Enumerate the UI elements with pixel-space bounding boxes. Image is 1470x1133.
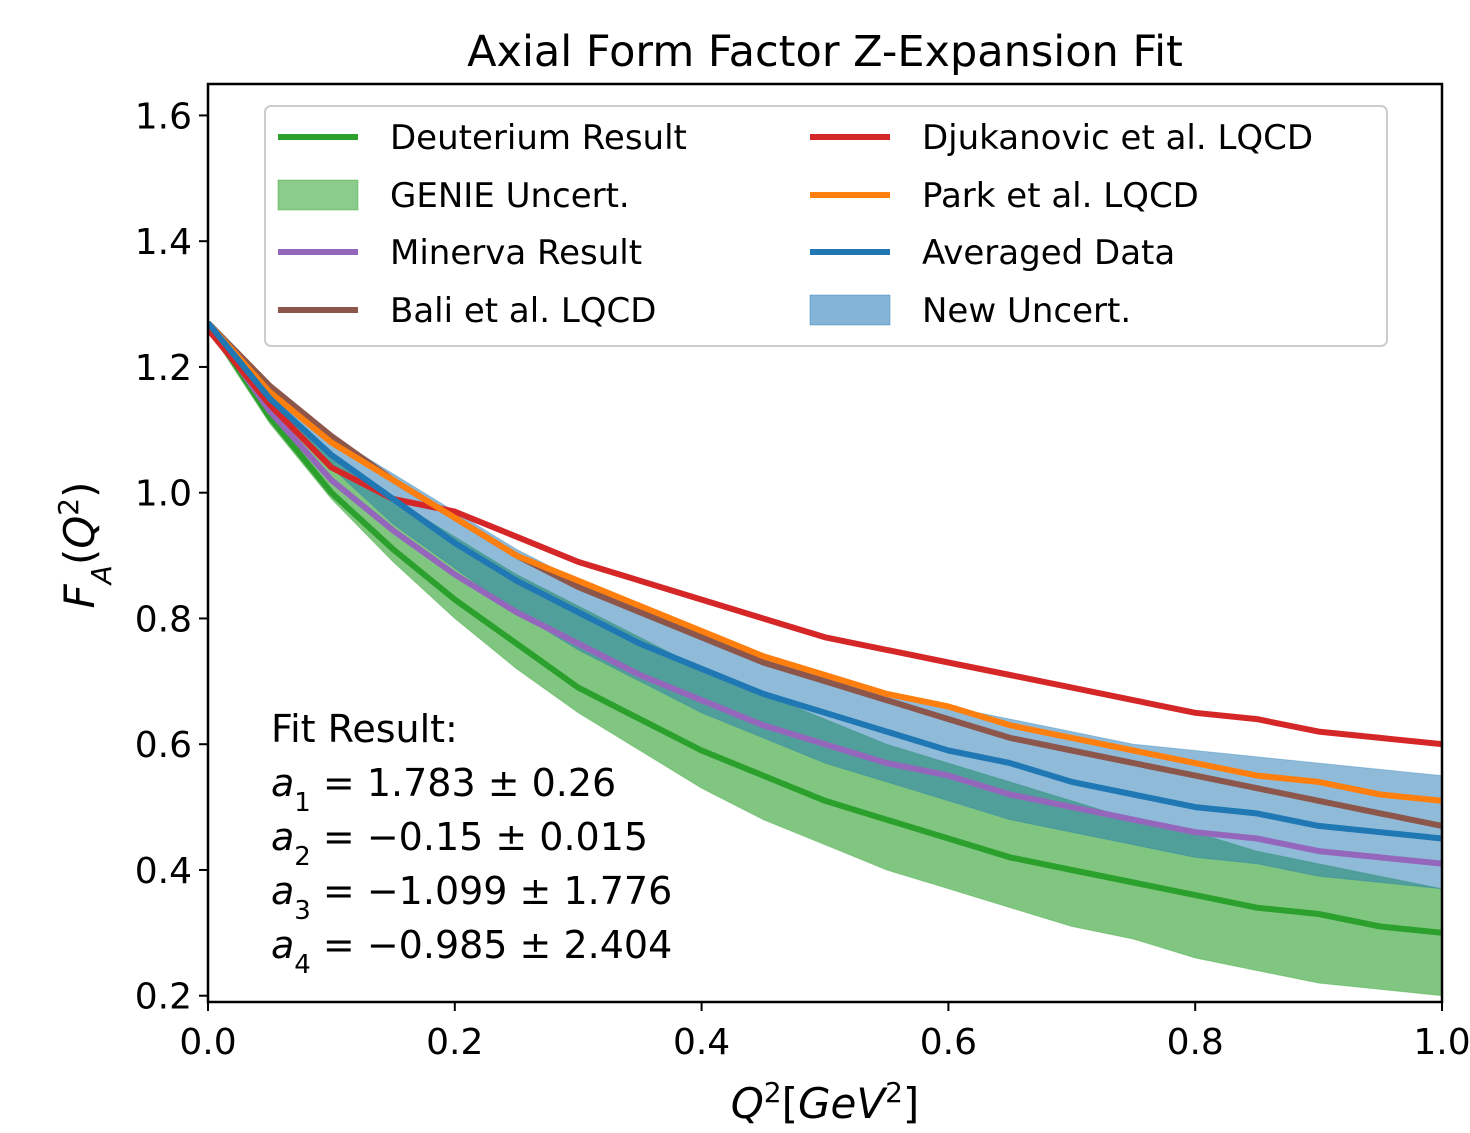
x-tick-label: 0.6	[920, 1022, 977, 1063]
y-axis-ticks: 0.2 0.4 0.6 0.8 1.0 1.2 1.4 1.6	[135, 96, 208, 1018]
fit-param-line: a3 = −1.099 ± 1.776	[271, 869, 672, 926]
legend-label: Averaged Data	[922, 233, 1175, 273]
x-label-sup: 2	[764, 1076, 782, 1109]
x-tick-label: 0.0	[179, 1022, 236, 1063]
fit-param-symbol: a	[271, 869, 294, 913]
fit-param-symbol: a	[271, 923, 294, 967]
y-tick-label: 1.6	[135, 96, 192, 137]
legend-swatch	[277, 179, 359, 211]
y-tick-label: 1.4	[135, 222, 192, 263]
y-axis-label: FA(Q2)	[52, 482, 118, 609]
series-line-5	[208, 321, 1442, 842]
legend-box	[264, 105, 1388, 347]
legend-label: Park et al. LQCD	[922, 176, 1199, 216]
legend-swatch	[809, 294, 891, 326]
x-tick-label: 1.0	[1413, 1022, 1470, 1063]
series-line-0	[208, 321, 1442, 936]
legend-label: Deuterium Result	[390, 118, 687, 158]
fit-param-line: a1 = 1.783 ± 0.26	[271, 761, 616, 818]
x-label-base: Q	[731, 1079, 764, 1128]
fit-param-value: = −0.15 ± 0.015	[311, 815, 648, 859]
y-label-close: )	[55, 482, 104, 498]
fit-param-value: = −1.099 ± 1.776	[311, 869, 672, 913]
x-axis-label: Q2[GeV2]	[731, 1076, 920, 1129]
legend-entries: Deuterium Result GENIE Uncert. Minerva Res…	[277, 118, 1313, 331]
fit-param-subscript: 3	[294, 896, 311, 926]
legend-label: Djukanovic et al. LQCD	[922, 118, 1313, 158]
y-tick-label: 0.4	[135, 851, 192, 892]
y-label-arg: Q	[55, 516, 104, 549]
x-tick-label: 0.8	[1167, 1022, 1224, 1063]
fit-param-value: = 1.783 ± 0.26	[311, 761, 616, 805]
legend-label: GENIE Uncert.	[390, 176, 630, 216]
series-line-4	[208, 320, 1442, 804]
y-tick-label: 0.2	[135, 977, 192, 1018]
fit-param-symbol: a	[271, 815, 294, 859]
fit-param-line: a2 = −0.15 ± 0.015	[271, 815, 648, 872]
legend: Deuterium Result GENIE Uncert. Minerva Res…	[264, 105, 1388, 347]
y-tick-label: 0.6	[135, 725, 192, 766]
y-tick-label: 1.2	[135, 348, 192, 389]
y-tick-label: 0.8	[135, 599, 192, 640]
legend-label: Minerva Result	[390, 233, 642, 273]
plot-frame	[206, 82, 1444, 1004]
fit-param-symbol: a	[271, 761, 294, 805]
x-label-unit: GeV	[798, 1079, 888, 1128]
chart-title: Axial Form Factor Z-Expansion Fit	[467, 27, 1183, 77]
y-label-sub: A	[85, 565, 118, 586]
series-line-1	[208, 321, 1442, 867]
x-tick-label: 0.2	[426, 1022, 483, 1063]
y-tick-label: 1.0	[135, 474, 192, 515]
fit-param-line: a4 = −0.985 ± 2.404	[271, 923, 672, 980]
x-label-unit-sup: 2	[885, 1076, 903, 1109]
fit-result-heading: Fit Result:	[271, 707, 458, 751]
x-tick-label: 0.4	[673, 1022, 730, 1063]
fit-param-subscript: 4	[294, 950, 311, 980]
legend-label: Bali et al. LQCD	[390, 291, 656, 331]
series-line-3	[208, 327, 1442, 748]
fit-param-value: = −0.985 ± 2.404	[311, 923, 672, 967]
legend-label: New Uncert.	[922, 291, 1131, 331]
fit-param-subscript: 1	[294, 788, 311, 818]
y-label-open: (	[55, 549, 104, 565]
x-axis-ticks: 0.0 0.2 0.4 0.6 0.8 1.0	[179, 1002, 1470, 1063]
series-lines	[208, 320, 1442, 936]
y-label-base: F	[55, 584, 104, 609]
y-label-sup: 2	[52, 498, 85, 516]
x-label-bracket-open: [	[782, 1079, 798, 1128]
fit-param-subscript: 2	[294, 842, 311, 872]
x-label-bracket-close: ]	[903, 1079, 919, 1128]
